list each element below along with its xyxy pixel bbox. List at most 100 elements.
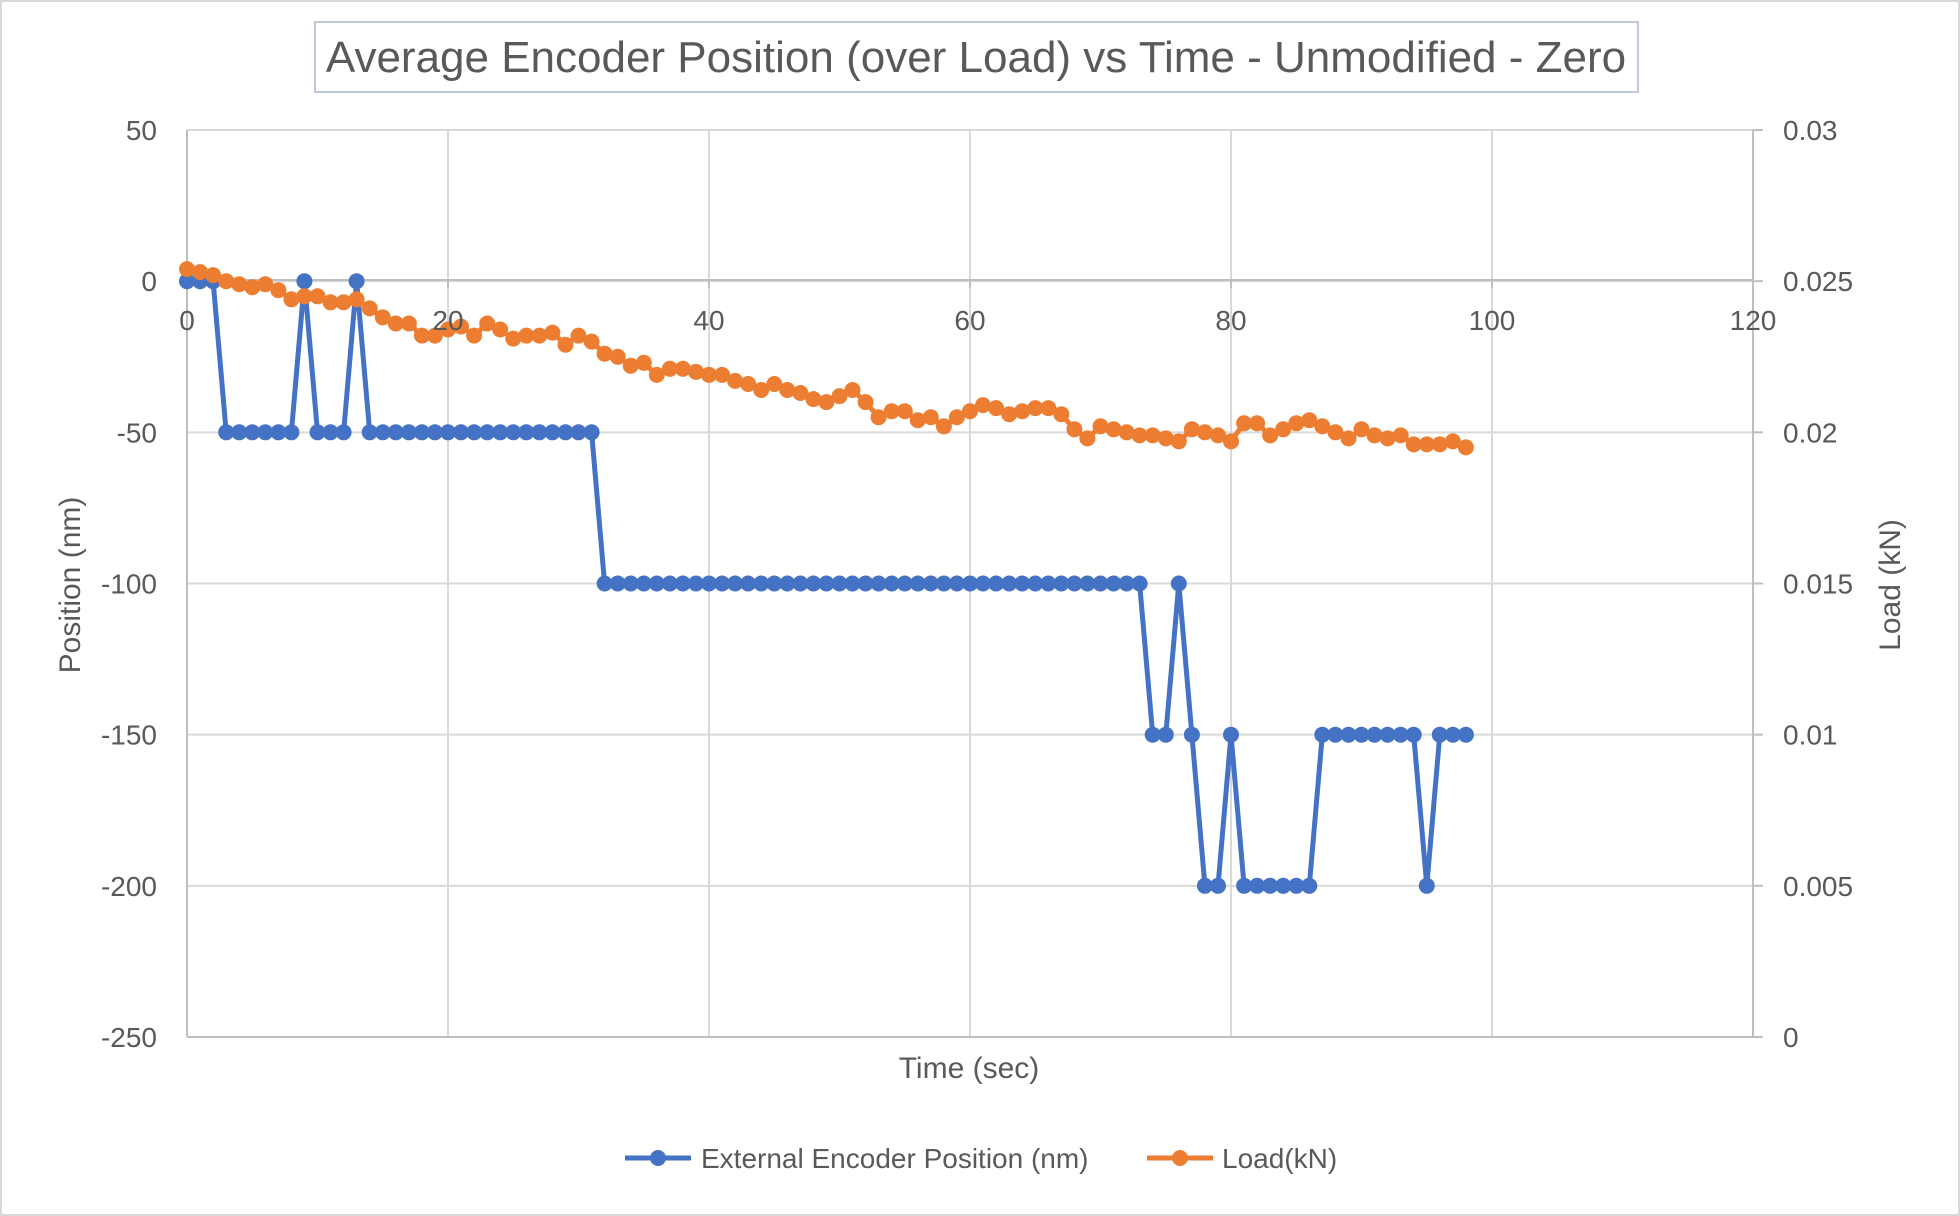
data-point-load[interactable] bbox=[622, 357, 639, 374]
data-point-load[interactable] bbox=[1444, 433, 1461, 450]
data-point-load[interactable] bbox=[1236, 415, 1253, 432]
data-point-load[interactable] bbox=[962, 403, 978, 420]
data-point-load[interactable] bbox=[1431, 436, 1448, 453]
data-point-encoder[interactable] bbox=[792, 575, 809, 592]
data-point-load[interactable] bbox=[792, 385, 809, 401]
data-point-encoder[interactable] bbox=[727, 575, 744, 592]
data-point-load[interactable] bbox=[1366, 427, 1383, 444]
data-point-load[interactable] bbox=[609, 348, 626, 365]
data-point-load[interactable] bbox=[1301, 412, 1318, 429]
data-point-encoder[interactable] bbox=[896, 575, 913, 592]
data-point-encoder[interactable] bbox=[935, 575, 952, 592]
data-point-load[interactable] bbox=[1157, 430, 1174, 447]
data-point-encoder[interactable] bbox=[1288, 877, 1305, 894]
data-point-encoder[interactable] bbox=[492, 424, 509, 441]
data-point-encoder[interactable] bbox=[714, 575, 731, 592]
data-point-load[interactable] bbox=[635, 354, 652, 371]
data-point-load[interactable] bbox=[1079, 430, 1096, 447]
data-point-load[interactable] bbox=[753, 382, 770, 398]
data-point-load[interactable] bbox=[518, 327, 535, 344]
data-point-load[interactable] bbox=[818, 394, 835, 411]
data-point-load[interactable] bbox=[948, 409, 965, 426]
data-point-load[interactable] bbox=[1249, 415, 1266, 432]
data-point-load[interactable] bbox=[218, 273, 235, 290]
data-point-encoder[interactable] bbox=[322, 424, 339, 441]
data-point-encoder[interactable] bbox=[805, 575, 822, 592]
data-point-load[interactable] bbox=[1144, 427, 1161, 444]
data-point-load[interactable] bbox=[714, 366, 731, 383]
data-point-load[interactable] bbox=[831, 388, 848, 405]
data-point-load[interactable] bbox=[1379, 430, 1396, 447]
data-point-encoder[interactable] bbox=[1379, 726, 1396, 743]
data-point-encoder[interactable] bbox=[1118, 575, 1135, 592]
data-point-encoder[interactable] bbox=[753, 575, 770, 592]
data-point-encoder[interactable] bbox=[988, 575, 1005, 592]
data-point-encoder[interactable] bbox=[831, 575, 848, 592]
data-point-load[interactable] bbox=[1066, 421, 1083, 438]
data-point-encoder[interactable] bbox=[231, 424, 248, 441]
data-point-load[interactable] bbox=[1353, 421, 1370, 438]
legend-entry-encoder[interactable]: External Encoder Position (nm) bbox=[625, 1143, 1089, 1174]
data-point-load[interactable] bbox=[648, 366, 665, 383]
data-point-encoder[interactable] bbox=[270, 424, 287, 441]
data-point-load[interactable] bbox=[1183, 421, 1200, 438]
data-point-load[interactable] bbox=[674, 360, 691, 377]
data-point-load[interactable] bbox=[870, 409, 887, 426]
data-point-load[interactable] bbox=[453, 318, 469, 335]
data-point-load[interactable] bbox=[1392, 427, 1409, 444]
data-point-encoder[interactable] bbox=[466, 424, 483, 441]
data-point-encoder[interactable] bbox=[557, 424, 574, 441]
data-point-encoder[interactable] bbox=[740, 575, 757, 592]
data-point-load[interactable] bbox=[1275, 421, 1292, 438]
data-point-encoder[interactable] bbox=[1170, 575, 1187, 592]
data-point-load[interactable] bbox=[283, 291, 300, 308]
data-point-load[interactable] bbox=[257, 276, 274, 293]
data-point-load[interactable] bbox=[1027, 400, 1044, 417]
data-point-encoder[interactable] bbox=[635, 575, 652, 592]
data-point-load[interactable] bbox=[1196, 424, 1213, 441]
data-point-encoder[interactable] bbox=[1340, 726, 1357, 743]
data-point-load[interactable] bbox=[844, 382, 861, 398]
data-point-encoder[interactable] bbox=[1014, 575, 1031, 592]
data-point-load[interactable] bbox=[570, 327, 587, 344]
data-point-encoder[interactable] bbox=[531, 424, 548, 441]
data-point-load[interactable] bbox=[335, 294, 352, 311]
data-point-load[interactable] bbox=[387, 315, 404, 332]
data-point-encoder[interactable] bbox=[1301, 877, 1318, 894]
data-point-encoder[interactable] bbox=[1079, 575, 1096, 592]
data-point-load[interactable] bbox=[1340, 430, 1357, 447]
data-point-encoder[interactable] bbox=[505, 424, 522, 441]
data-point-load[interactable] bbox=[400, 315, 417, 332]
data-point-encoder[interactable] bbox=[479, 424, 496, 441]
data-point-encoder[interactable] bbox=[909, 575, 926, 592]
data-point-load[interactable] bbox=[231, 276, 248, 293]
data-point-load[interactable] bbox=[1001, 406, 1018, 423]
data-point-load[interactable] bbox=[805, 391, 822, 408]
data-point-encoder[interactable] bbox=[583, 424, 600, 441]
data-point-load[interactable] bbox=[492, 321, 509, 338]
data-point-encoder[interactable] bbox=[609, 575, 626, 592]
data-point-load[interactable] bbox=[309, 288, 326, 305]
data-point-encoder[interactable] bbox=[179, 273, 195, 290]
data-point-encoder[interactable] bbox=[1444, 726, 1461, 743]
data-point-load[interactable] bbox=[766, 376, 783, 392]
data-point-load[interactable] bbox=[935, 418, 952, 435]
data-point-encoder[interactable] bbox=[426, 424, 443, 441]
data-point-encoder[interactable] bbox=[1183, 726, 1200, 743]
data-point-encoder[interactable] bbox=[1418, 877, 1435, 894]
data-point-encoder[interactable] bbox=[622, 575, 639, 592]
data-point-encoder[interactable] bbox=[688, 575, 704, 592]
data-point-load[interactable] bbox=[583, 333, 600, 350]
data-point-encoder[interactable] bbox=[596, 575, 613, 592]
data-point-encoder[interactable] bbox=[701, 575, 717, 592]
data-point-encoder[interactable] bbox=[661, 575, 678, 592]
data-point-load[interactable] bbox=[374, 309, 391, 326]
data-point-load[interactable] bbox=[413, 327, 430, 344]
data-point-load[interactable] bbox=[988, 400, 1005, 417]
data-point-load[interactable] bbox=[1418, 436, 1435, 453]
data-point-load[interactable] bbox=[883, 403, 900, 420]
data-point-encoder[interactable] bbox=[962, 575, 978, 592]
data-point-load[interactable] bbox=[857, 394, 874, 411]
data-point-load[interactable] bbox=[544, 324, 561, 341]
data-point-load[interactable] bbox=[727, 372, 744, 389]
